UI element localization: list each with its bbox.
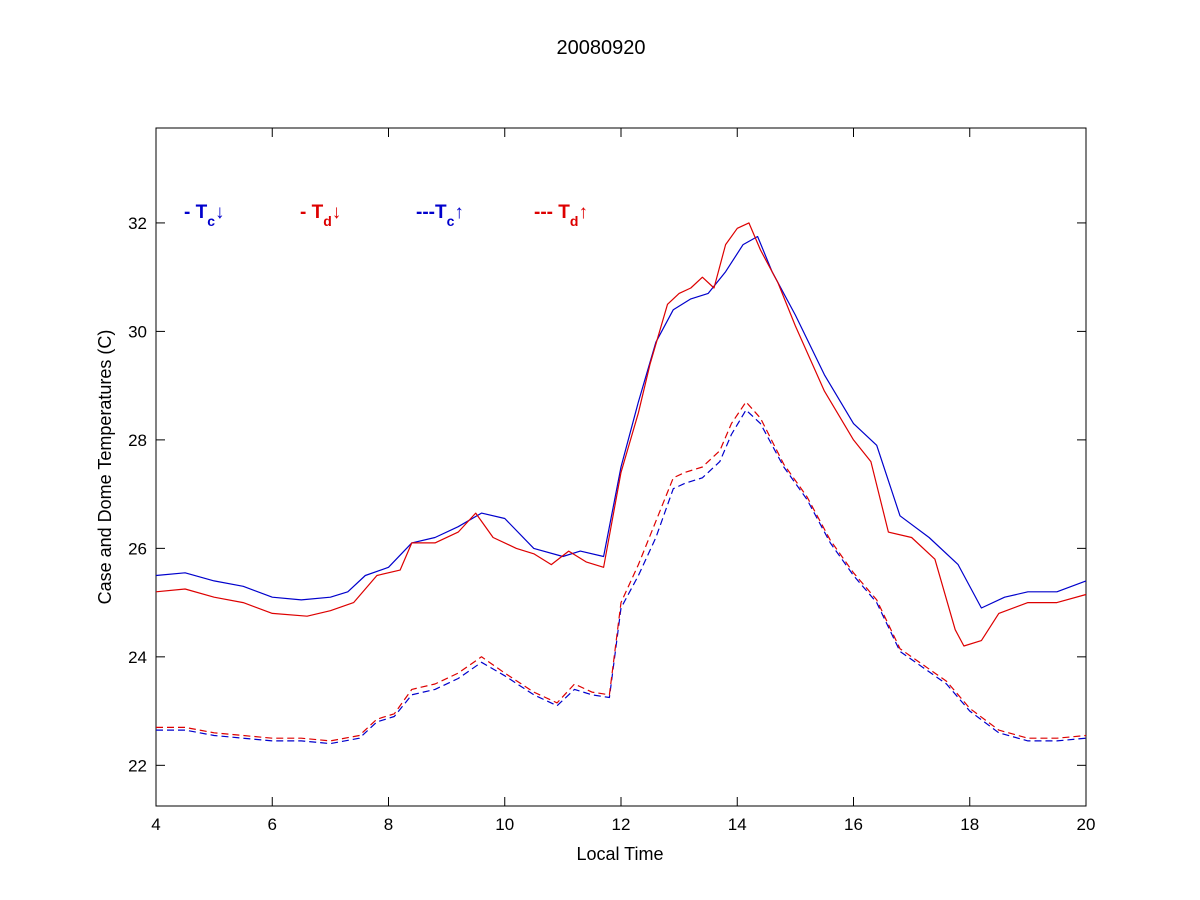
legend: - Tc↓ - Td↓ ---Tc↑ --- Td↑ bbox=[184, 202, 588, 229]
chart-title: 20080920 bbox=[557, 37, 646, 59]
x-tick-label: 10 bbox=[495, 815, 514, 834]
y-tick-label: 26 bbox=[128, 539, 147, 558]
x-tick-label: 16 bbox=[844, 815, 863, 834]
series-line-3 bbox=[156, 409, 1087, 745]
x-tick-label: 6 bbox=[268, 815, 277, 834]
x-tick-label: 18 bbox=[960, 815, 979, 834]
y-tick-label: 22 bbox=[128, 756, 147, 775]
x-tick-label: 20 bbox=[1077, 815, 1096, 834]
x-tick-label: 4 bbox=[151, 815, 160, 834]
legend-entry-3: ---Tc↑ bbox=[416, 202, 464, 229]
y-tick-label: 30 bbox=[128, 322, 147, 341]
series-line-1 bbox=[155, 235, 1087, 609]
y-tick-label: 28 bbox=[128, 431, 147, 450]
x-tick-label: 12 bbox=[612, 815, 631, 834]
x-tick-label: 8 bbox=[384, 815, 393, 834]
plot-area: 4 6 8 10 12 14 16 18 20 22 24 26 28 30 32 bbox=[128, 127, 1096, 834]
y-tick-label: 32 bbox=[128, 214, 147, 233]
y-tick-label: 24 bbox=[128, 648, 147, 667]
y-axis-label: Case and Dome Temperatures (C) bbox=[95, 330, 115, 605]
series-line-4 bbox=[156, 401, 1087, 742]
legend-entry-2: - Td↓ bbox=[300, 202, 341, 229]
legend-entry-1: - Tc↓ bbox=[184, 202, 225, 229]
x-axis-label: Local Time bbox=[576, 844, 663, 864]
series-line-2 bbox=[155, 222, 1087, 647]
legend-entry-4: --- Td↑ bbox=[534, 202, 588, 229]
x-tick-label: 14 bbox=[728, 815, 747, 834]
